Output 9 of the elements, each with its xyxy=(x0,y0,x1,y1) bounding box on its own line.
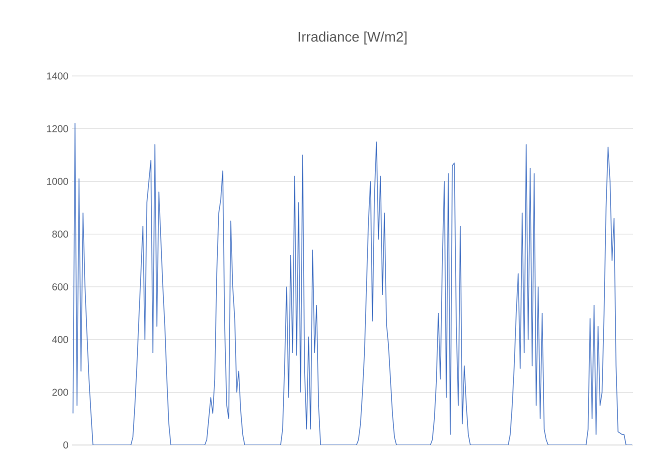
y-tick-label: 1200 xyxy=(47,125,68,132)
y-tick-label: 400 xyxy=(52,336,68,344)
y-tick-label: 600 xyxy=(52,283,68,290)
y-tick-label: 800 xyxy=(52,230,68,238)
chart-title: Irradiance [W/m2] xyxy=(298,31,407,44)
y-tick-label: 0 xyxy=(63,441,68,449)
y-tick-label: 1000 xyxy=(47,178,68,185)
y-tick-label: 1400 xyxy=(47,72,68,80)
y-tick-label: 200 xyxy=(52,388,68,396)
